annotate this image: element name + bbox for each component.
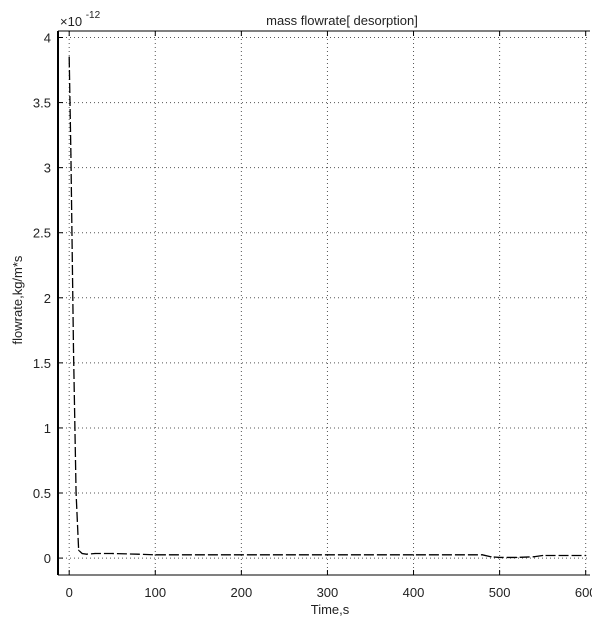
plot-area bbox=[58, 31, 590, 575]
series-point bbox=[78, 549, 80, 551]
ticks: 0 100 200 300 400 500 600 0 0.5 1 1.5 2 2.5 3 3.5 4 bbox=[33, 31, 592, 600]
y-tick-label: 0 bbox=[44, 551, 51, 566]
series-point bbox=[75, 492, 77, 494]
chart-title: mass flowrate[ desorption] bbox=[266, 13, 418, 28]
series-point bbox=[111, 552, 113, 555]
y-tick-label: 3 bbox=[44, 161, 51, 176]
series-point bbox=[94, 552, 96, 555]
series-point bbox=[516, 556, 518, 559]
series-line bbox=[68, 57, 586, 559]
series-point bbox=[154, 554, 156, 556]
series-point bbox=[490, 556, 492, 558]
x-tick-label: 300 bbox=[317, 585, 339, 600]
y-tick-label: 1 bbox=[44, 421, 51, 436]
x-axis-label: Time,s bbox=[311, 602, 350, 617]
y-tick-label: 4 bbox=[44, 31, 51, 46]
y-tick-label: 1.5 bbox=[33, 356, 51, 371]
y-tick-label: 3.5 bbox=[33, 96, 51, 111]
series-point bbox=[585, 554, 587, 557]
y-tick-label: 2.5 bbox=[33, 226, 51, 241]
axes bbox=[57, 30, 590, 576]
y-axis-label: flowrate,kg/m*s bbox=[10, 255, 25, 344]
series-point bbox=[412, 554, 415, 556]
x-tick-label: 500 bbox=[489, 585, 511, 600]
x-tick-label: 100 bbox=[144, 585, 166, 600]
series bbox=[68, 56, 587, 559]
x-tick-label: 600 bbox=[575, 585, 592, 600]
grid bbox=[58, 31, 590, 575]
x-tick-label: 0 bbox=[66, 585, 73, 600]
x-tick-label: 200 bbox=[231, 585, 253, 600]
series-point bbox=[240, 554, 242, 556]
y-tick-label: 2 bbox=[44, 291, 51, 306]
y-tick-label: 0.5 bbox=[33, 486, 51, 501]
y-exponent-base: ×10 bbox=[60, 14, 82, 29]
series-point bbox=[542, 554, 544, 557]
series-point bbox=[137, 553, 139, 555]
series-point bbox=[85, 553, 88, 555]
series-point bbox=[326, 554, 329, 556]
x-tick-label: 400 bbox=[403, 585, 425, 600]
y-exponent-power: -12 bbox=[86, 10, 101, 21]
series-point bbox=[533, 556, 535, 558]
series-point bbox=[499, 556, 501, 559]
series-point bbox=[68, 56, 70, 58]
series-point bbox=[72, 349, 75, 351]
series-point bbox=[481, 554, 483, 556]
series-point bbox=[81, 552, 83, 555]
y-exponent-label: ×10 -12 bbox=[60, 10, 101, 29]
series-point bbox=[70, 154, 72, 156]
